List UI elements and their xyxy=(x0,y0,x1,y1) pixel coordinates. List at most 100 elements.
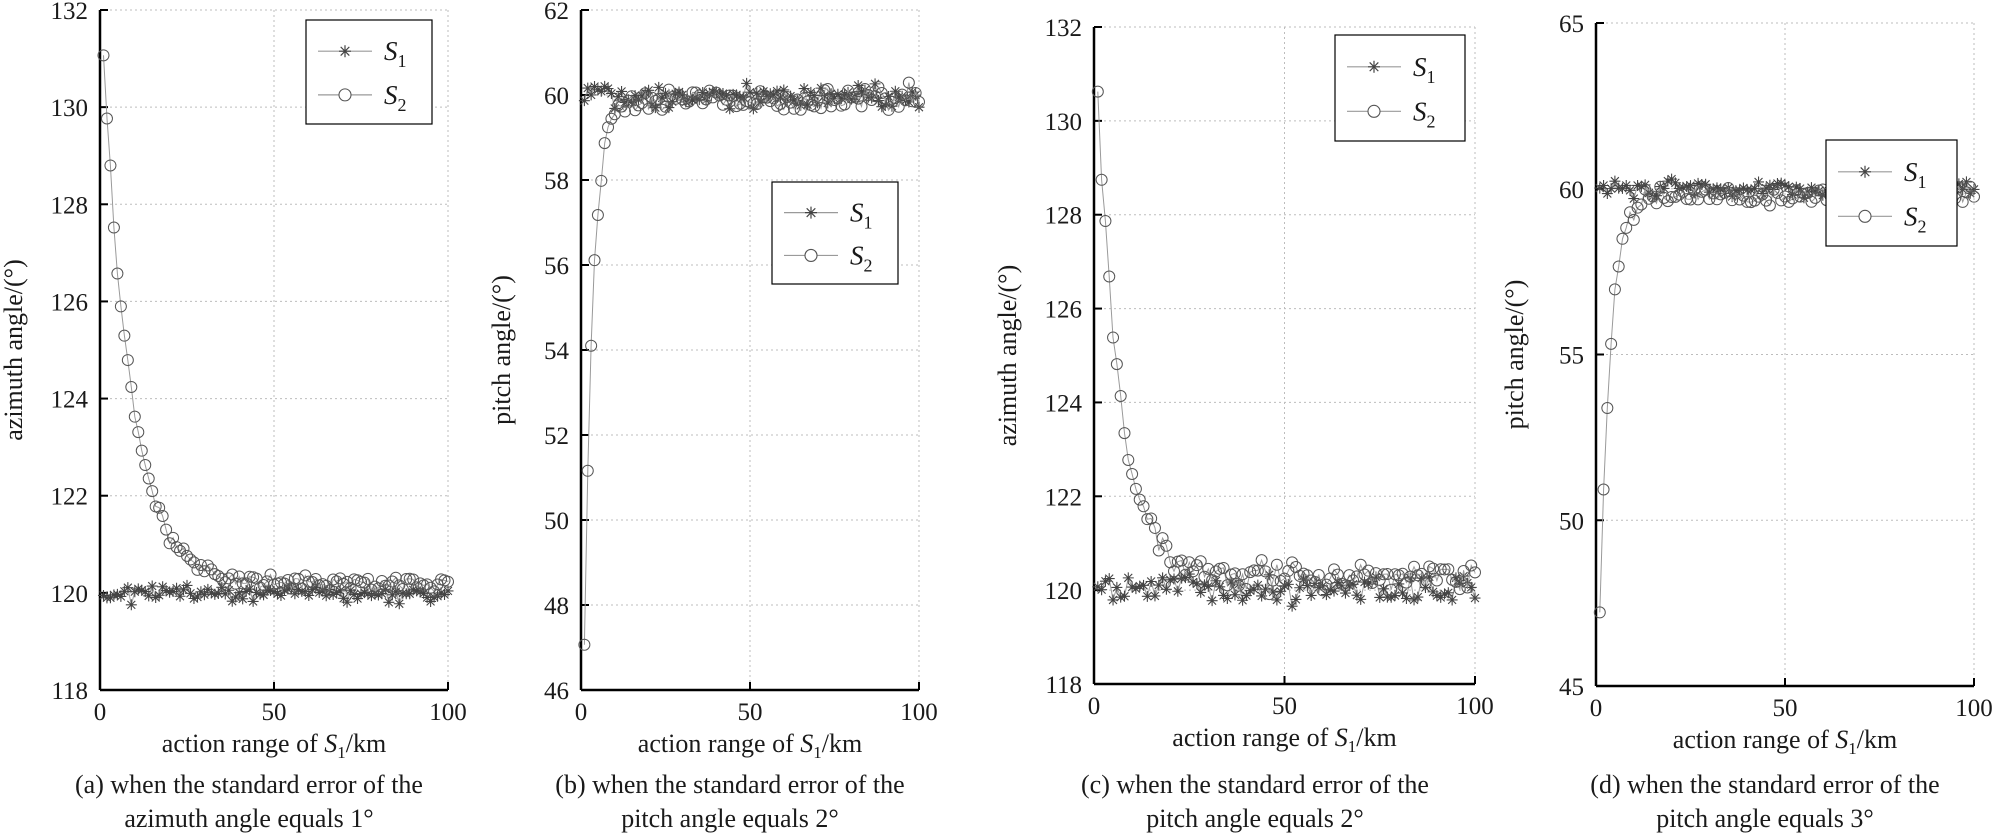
data-point-s2 xyxy=(1099,215,1112,228)
legend-label-s1: S1 xyxy=(384,36,407,71)
data-point-s2 xyxy=(693,89,706,102)
data-point-s1 xyxy=(869,78,881,90)
data-point-s1 xyxy=(435,587,447,599)
data-point-s1 xyxy=(1271,594,1283,606)
data-point-s1 xyxy=(1628,193,1640,205)
data-point-s2 xyxy=(1103,270,1116,283)
data-point-s2 xyxy=(295,582,308,595)
caption-c-line-2: pitch angle equals 2° xyxy=(1146,804,1364,833)
data-point-s2 xyxy=(1794,190,1807,203)
data-point-s2 xyxy=(1461,581,1474,594)
data-point-s1 xyxy=(1469,592,1481,604)
data-point-s1 xyxy=(1461,577,1473,589)
data-point-s1 xyxy=(1221,592,1233,604)
chart-panel-c: 118 120 122 124 126 128 130 132 0 50 100 action ran… xyxy=(993,15,1494,756)
data-point-s1 xyxy=(1737,182,1749,194)
data-point-s2 xyxy=(1148,521,1161,534)
data-point-s2 xyxy=(107,221,120,234)
legend-marker-star xyxy=(805,206,817,219)
data-point-s2 xyxy=(1312,569,1325,582)
data-point-s1 xyxy=(578,95,590,107)
legend-box xyxy=(771,181,899,285)
data-point-s1 xyxy=(653,81,665,93)
data-point-s2 xyxy=(700,93,713,106)
data-point-s2 xyxy=(814,102,827,115)
y-tick-label: 48 xyxy=(544,593,569,620)
legend-label-s1: S1 xyxy=(1413,52,1436,87)
data-point-s1 xyxy=(233,587,245,599)
y-tick-label: 126 xyxy=(51,289,89,316)
y-tick-label: 122 xyxy=(51,484,89,511)
data-point-s2 xyxy=(142,472,155,485)
data-point-s1 xyxy=(1692,177,1704,189)
data-point-s1 xyxy=(666,96,678,108)
data-point-s1 xyxy=(1669,177,1681,189)
data-point-s2 xyxy=(760,91,773,104)
data-point-s2 xyxy=(652,92,665,105)
data-point-s1 xyxy=(1252,579,1264,591)
y-axis-label: pitch angle/(°) xyxy=(487,275,516,425)
data-point-s1 xyxy=(1393,578,1405,590)
data-point-s1 xyxy=(1332,577,1344,589)
data-point-s1 xyxy=(198,589,210,601)
data-point-s2 xyxy=(669,92,682,105)
data-point-s2 xyxy=(1620,221,1633,234)
data-point-s1 xyxy=(1632,179,1644,191)
series-s2 xyxy=(1091,85,1481,601)
data-point-s1 xyxy=(687,94,699,106)
data-point-s2 xyxy=(1160,539,1173,552)
legend-marker-circle xyxy=(1367,104,1381,118)
data-point-s1 xyxy=(714,88,726,100)
data-point-s2 xyxy=(1190,559,1203,572)
data-point-s2 xyxy=(160,523,173,536)
data-point-s1 xyxy=(275,590,287,602)
data-point-s2 xyxy=(233,570,246,583)
data-point-s1 xyxy=(1275,585,1287,597)
data-point-s1 xyxy=(1790,181,1802,193)
data-point-s2 xyxy=(1308,575,1321,588)
data-point-s2 xyxy=(625,90,638,103)
data-point-s2 xyxy=(181,549,193,562)
y-axis-label: azimuth angle/(°) xyxy=(0,259,28,441)
data-point-s2 xyxy=(1786,192,1799,205)
data-point-s2 xyxy=(811,94,824,107)
data-point-s1 xyxy=(1408,594,1420,606)
y-tick-label: 58 xyxy=(544,168,569,195)
data-point-s1 xyxy=(1286,600,1298,612)
data-point-s2 xyxy=(1665,191,1678,204)
data-point-s2 xyxy=(114,300,127,313)
data-point-s2 xyxy=(909,86,922,99)
data-point-s2 xyxy=(1597,483,1610,496)
data-point-s1 xyxy=(795,99,807,111)
chart-panel-a: 118 120 122 124 126 128 130 132 0 50 100 action ran… xyxy=(0,0,467,762)
data-point-s1 xyxy=(320,590,332,602)
data-point-s2 xyxy=(1133,493,1146,506)
data-point-s1 xyxy=(893,91,905,103)
x-tick-label: 0 xyxy=(1088,693,1101,720)
data-point-s2 xyxy=(240,577,253,590)
data-point-s1 xyxy=(1202,580,1214,592)
data-point-s2 xyxy=(379,579,392,592)
data-point-s2 xyxy=(1673,188,1686,201)
data-point-s1 xyxy=(1753,176,1765,188)
data-point-s2 xyxy=(798,92,811,105)
data-point-s1 xyxy=(1416,572,1428,584)
y-tick-label: 46 xyxy=(544,678,569,705)
data-point-s2 xyxy=(842,84,855,97)
series-line-s2 xyxy=(1599,184,1975,613)
data-point-s2 xyxy=(585,339,598,352)
data-point-s2 xyxy=(754,85,767,98)
data-point-s2 xyxy=(1442,563,1455,576)
y-tick-label: 126 xyxy=(1045,297,1083,324)
data-point-s1 xyxy=(889,85,901,97)
data-point-s1 xyxy=(115,590,127,602)
data-point-s1 xyxy=(1206,595,1218,607)
data-point-s1 xyxy=(1118,590,1130,602)
data-point-s2 xyxy=(414,577,427,590)
data-point-s2 xyxy=(1775,194,1788,207)
data-point-s2 xyxy=(1278,572,1291,585)
data-point-s1 xyxy=(602,83,614,95)
data-point-s2 xyxy=(208,568,221,581)
data-point-s2 xyxy=(730,100,743,113)
data-point-s1 xyxy=(292,584,304,596)
